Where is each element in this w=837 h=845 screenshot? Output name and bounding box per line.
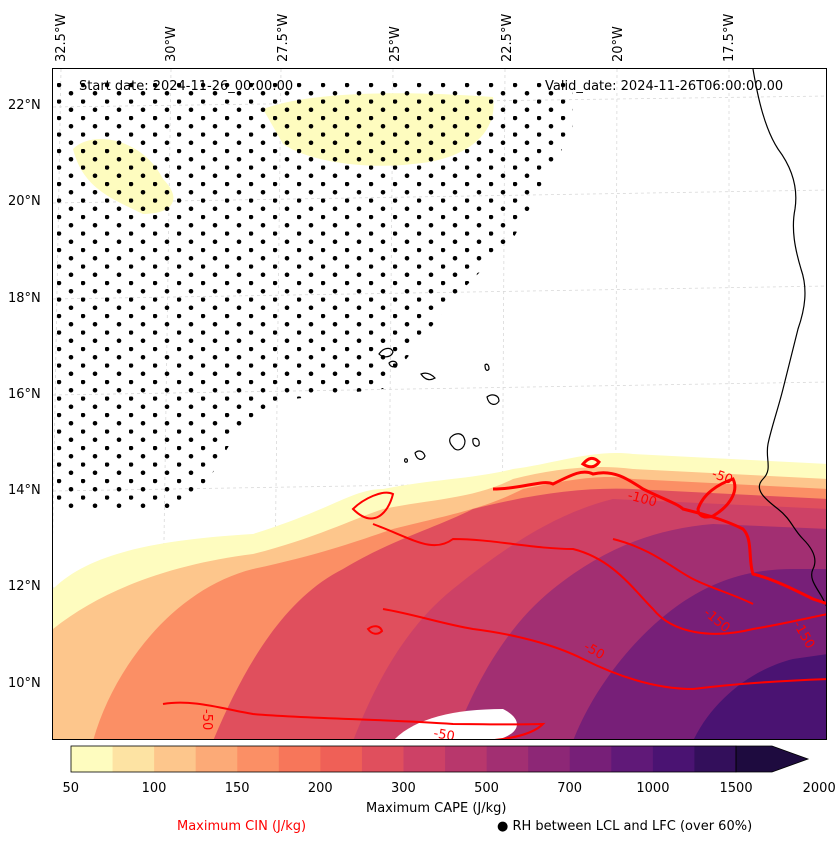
cin-legend-label: Maximum CIN (J/kg) [177,819,307,834]
colorbar-tick-label: 2000 [802,781,836,796]
colorbar-tick-label: 150 [224,781,250,796]
colorbar-tick-label: 50 [62,781,80,796]
lon-label: 20°W [611,26,626,62]
lat-label: 16°N [8,387,41,402]
colorbar-swatch [154,746,197,772]
map-canvas: -50 -100 -150 -50 -50 -50 -150 [53,69,826,740]
cape-filled-field [53,93,826,739]
lat-label: 18°N [8,291,41,306]
rh-legend: ● RH between LCL and LFC (over 60%) [497,819,752,834]
colorbar-tick-label: 200 [307,781,333,796]
colorbar [70,745,810,773]
colorbar-swatch [652,746,695,772]
colorbar-swatch [445,746,488,772]
coastline [378,69,826,607]
lat-label: 12°N [8,579,41,594]
colorbar-swatch [71,746,114,772]
colorbar-swatch [237,746,280,772]
start-date-label: Start date: 2024-11-26_00:00:00 [79,79,294,94]
colorbar-swatch [486,746,529,772]
colorbar-swatch [278,746,321,772]
colorbar-swatch [361,746,404,772]
colorbar-swatch [528,746,571,772]
colorbar-swatch [611,746,654,772]
colorbar-swatch [569,746,612,772]
valid-date-label: Valid_date: 2024-11-26T06:00:00.00 [545,79,784,94]
cin-contours [162,456,826,739]
colorbar-tick-label: 1000 [636,781,670,796]
colorbar-tick-label: 1500 [719,781,753,796]
colorbar-tick-label: 300 [391,781,416,796]
cin-label: -50 [710,467,735,488]
lat-label: 14°N [8,483,41,498]
lon-label: 25°W [388,26,403,62]
lon-label: 27.5°W [276,13,291,62]
colorbar-swatch [403,746,446,772]
rh-legend-label: RH between LCL and LFC (over 60%) [512,819,753,834]
colorbar-extend-arrow [735,745,810,773]
colorbar-frame [70,745,737,773]
colorbar-title: Maximum CAPE (J/kg) [366,801,507,816]
lat-label: 22°N [8,98,41,113]
colorbar-swatch [694,746,737,772]
map-panel: -50 -100 -150 -50 -50 -50 -150 Start dat… [52,68,827,740]
cin-label: -100 [626,488,658,510]
colorbar-tick-label: 100 [141,781,167,796]
colorbar-swatch [112,746,155,772]
cin-label: -50 [199,709,214,730]
rh-dot-icon: ● [497,819,509,834]
lon-label: 22.5°W [500,13,515,62]
colorbar-tick-label: 700 [557,781,583,796]
lon-label: 17.5°W [722,13,737,62]
colorbar-swatch [320,746,363,772]
lon-label: 30°W [164,26,179,62]
lon-label: 32.5°W [54,13,69,62]
lat-label: 20°N [8,194,41,209]
cin-label: -50 [432,726,456,740]
colorbar-swatch [195,746,238,772]
colorbar-tick-label: 500 [474,781,499,796]
lat-label: 10°N [8,676,41,691]
